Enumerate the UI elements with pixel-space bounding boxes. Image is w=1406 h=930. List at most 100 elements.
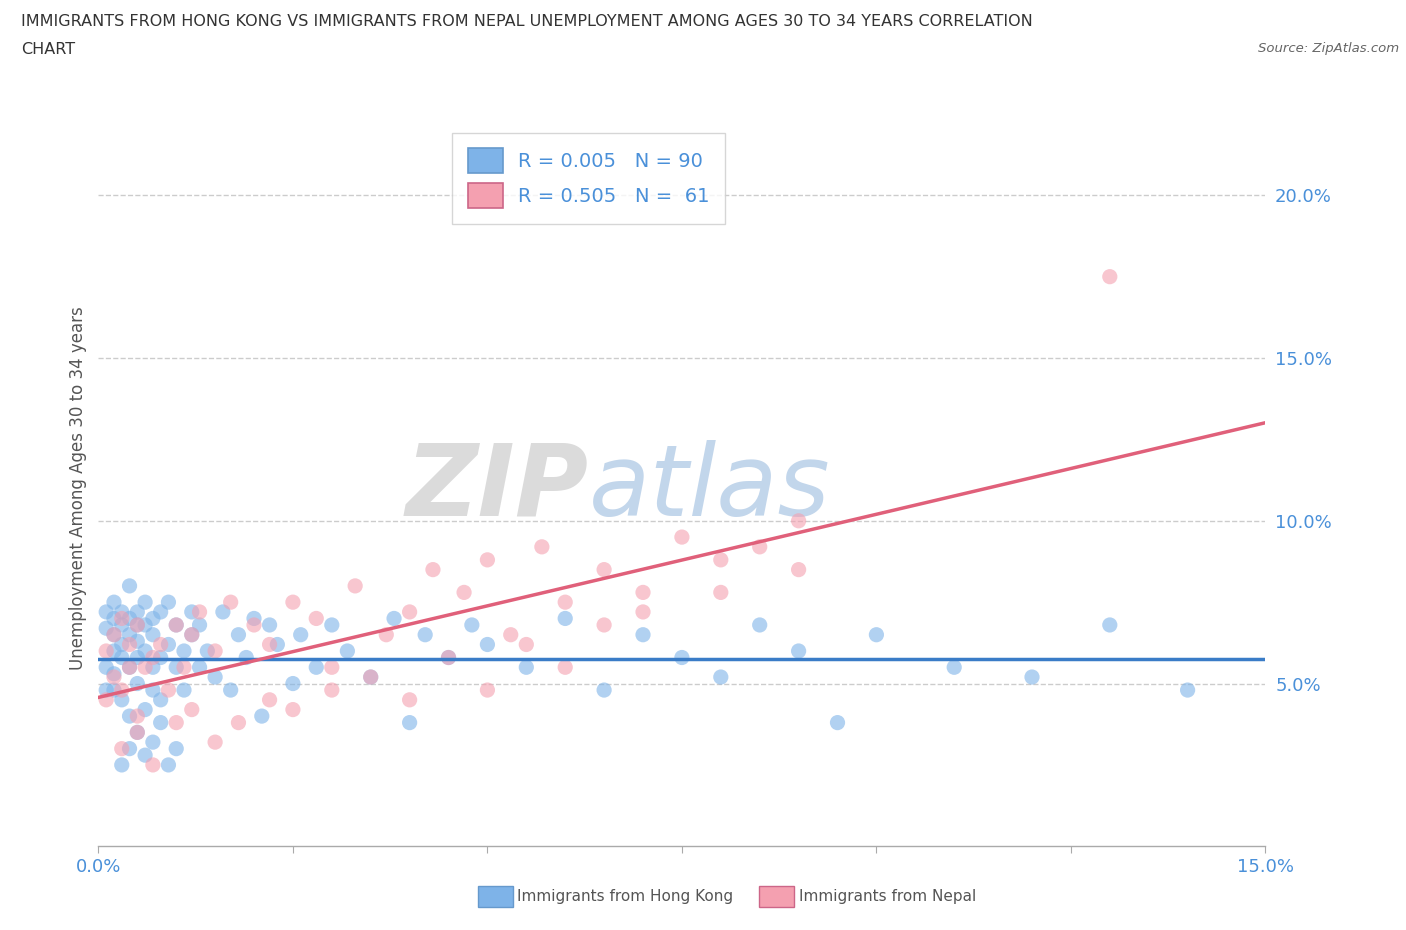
Point [204,735,226,750]
Point [103,628,125,643]
Point [165,715,187,730]
Point [103,628,125,643]
Point [118,628,141,643]
Point [375,628,398,643]
Point [453,585,475,600]
Point [127,650,149,665]
Point [118,611,141,626]
Point [281,595,304,610]
Text: CHART: CHART [21,42,75,57]
Point [321,660,343,675]
Point [142,650,165,665]
Point [631,604,654,619]
Point [259,618,281,632]
Point [290,628,312,643]
Point [1177,683,1199,698]
Point [1021,670,1043,684]
Point [188,660,211,675]
Point [127,725,149,740]
Point [165,741,187,756]
Point [477,552,499,567]
Point [127,618,149,632]
Point [321,618,343,632]
Point [204,644,226,658]
Point [748,539,770,554]
Legend: R = 0.005   N = 90, R = 0.505   N =  61: R = 0.005 N = 90, R = 0.505 N = 61 [451,133,725,223]
Point [134,748,156,763]
Point [554,611,576,626]
Point [360,670,382,684]
Point [127,634,149,649]
Point [142,660,165,675]
Point [103,644,125,658]
Point [180,702,202,717]
Point [118,578,141,593]
Point [142,611,165,626]
Point [827,715,849,730]
Point [228,628,250,643]
Point [398,715,420,730]
Point [461,618,484,632]
Point [173,683,195,698]
Point [530,539,553,554]
Point [103,683,125,698]
Text: IMMIGRANTS FROM HONG KONG VS IMMIGRANTS FROM NEPAL UNEMPLOYMENT AMONG AGES 30 TO: IMMIGRANTS FROM HONG KONG VS IMMIGRANTS … [21,14,1033,29]
Point [499,628,522,643]
Point [127,676,149,691]
Point [593,683,616,698]
Point [134,702,156,717]
Point [943,660,966,675]
Point [180,628,202,643]
Point [103,595,125,610]
Point [111,604,134,619]
Point [266,637,288,652]
Point [149,692,172,708]
Point [259,692,281,708]
Point [631,585,654,600]
Point [398,692,420,708]
Point [219,683,242,698]
Point [787,562,810,577]
Point [111,650,134,665]
Point [477,637,499,652]
Point [157,637,180,652]
Point [111,611,134,626]
Point [165,618,187,632]
Point [103,666,125,681]
Point [180,628,202,643]
Point [305,611,328,626]
Point [865,628,887,643]
Point [180,604,202,619]
Point [515,637,537,652]
Point [437,650,460,665]
Point [142,735,165,750]
Point [437,650,460,665]
Point [149,650,172,665]
Point [142,683,165,698]
Point [671,650,693,665]
Point [631,628,654,643]
Point [554,660,576,675]
Point [118,637,141,652]
Point [382,611,405,626]
Point [127,709,149,724]
Point [134,660,156,675]
Y-axis label: Unemployment Among Ages 30 to 34 years: Unemployment Among Ages 30 to 34 years [69,306,87,671]
Point [228,715,250,730]
Point [593,618,616,632]
Point [787,513,810,528]
Point [259,637,281,652]
Point [111,637,134,652]
Point [157,595,180,610]
Point [149,637,172,652]
Point [710,552,733,567]
Point [103,670,125,684]
Point [235,650,257,665]
Text: Source: ZipAtlas.com: Source: ZipAtlas.com [1258,42,1399,55]
Point [165,660,187,675]
Point [96,683,118,698]
Point [219,595,242,610]
Point [212,604,235,619]
Point [157,683,180,698]
Point [748,618,770,632]
